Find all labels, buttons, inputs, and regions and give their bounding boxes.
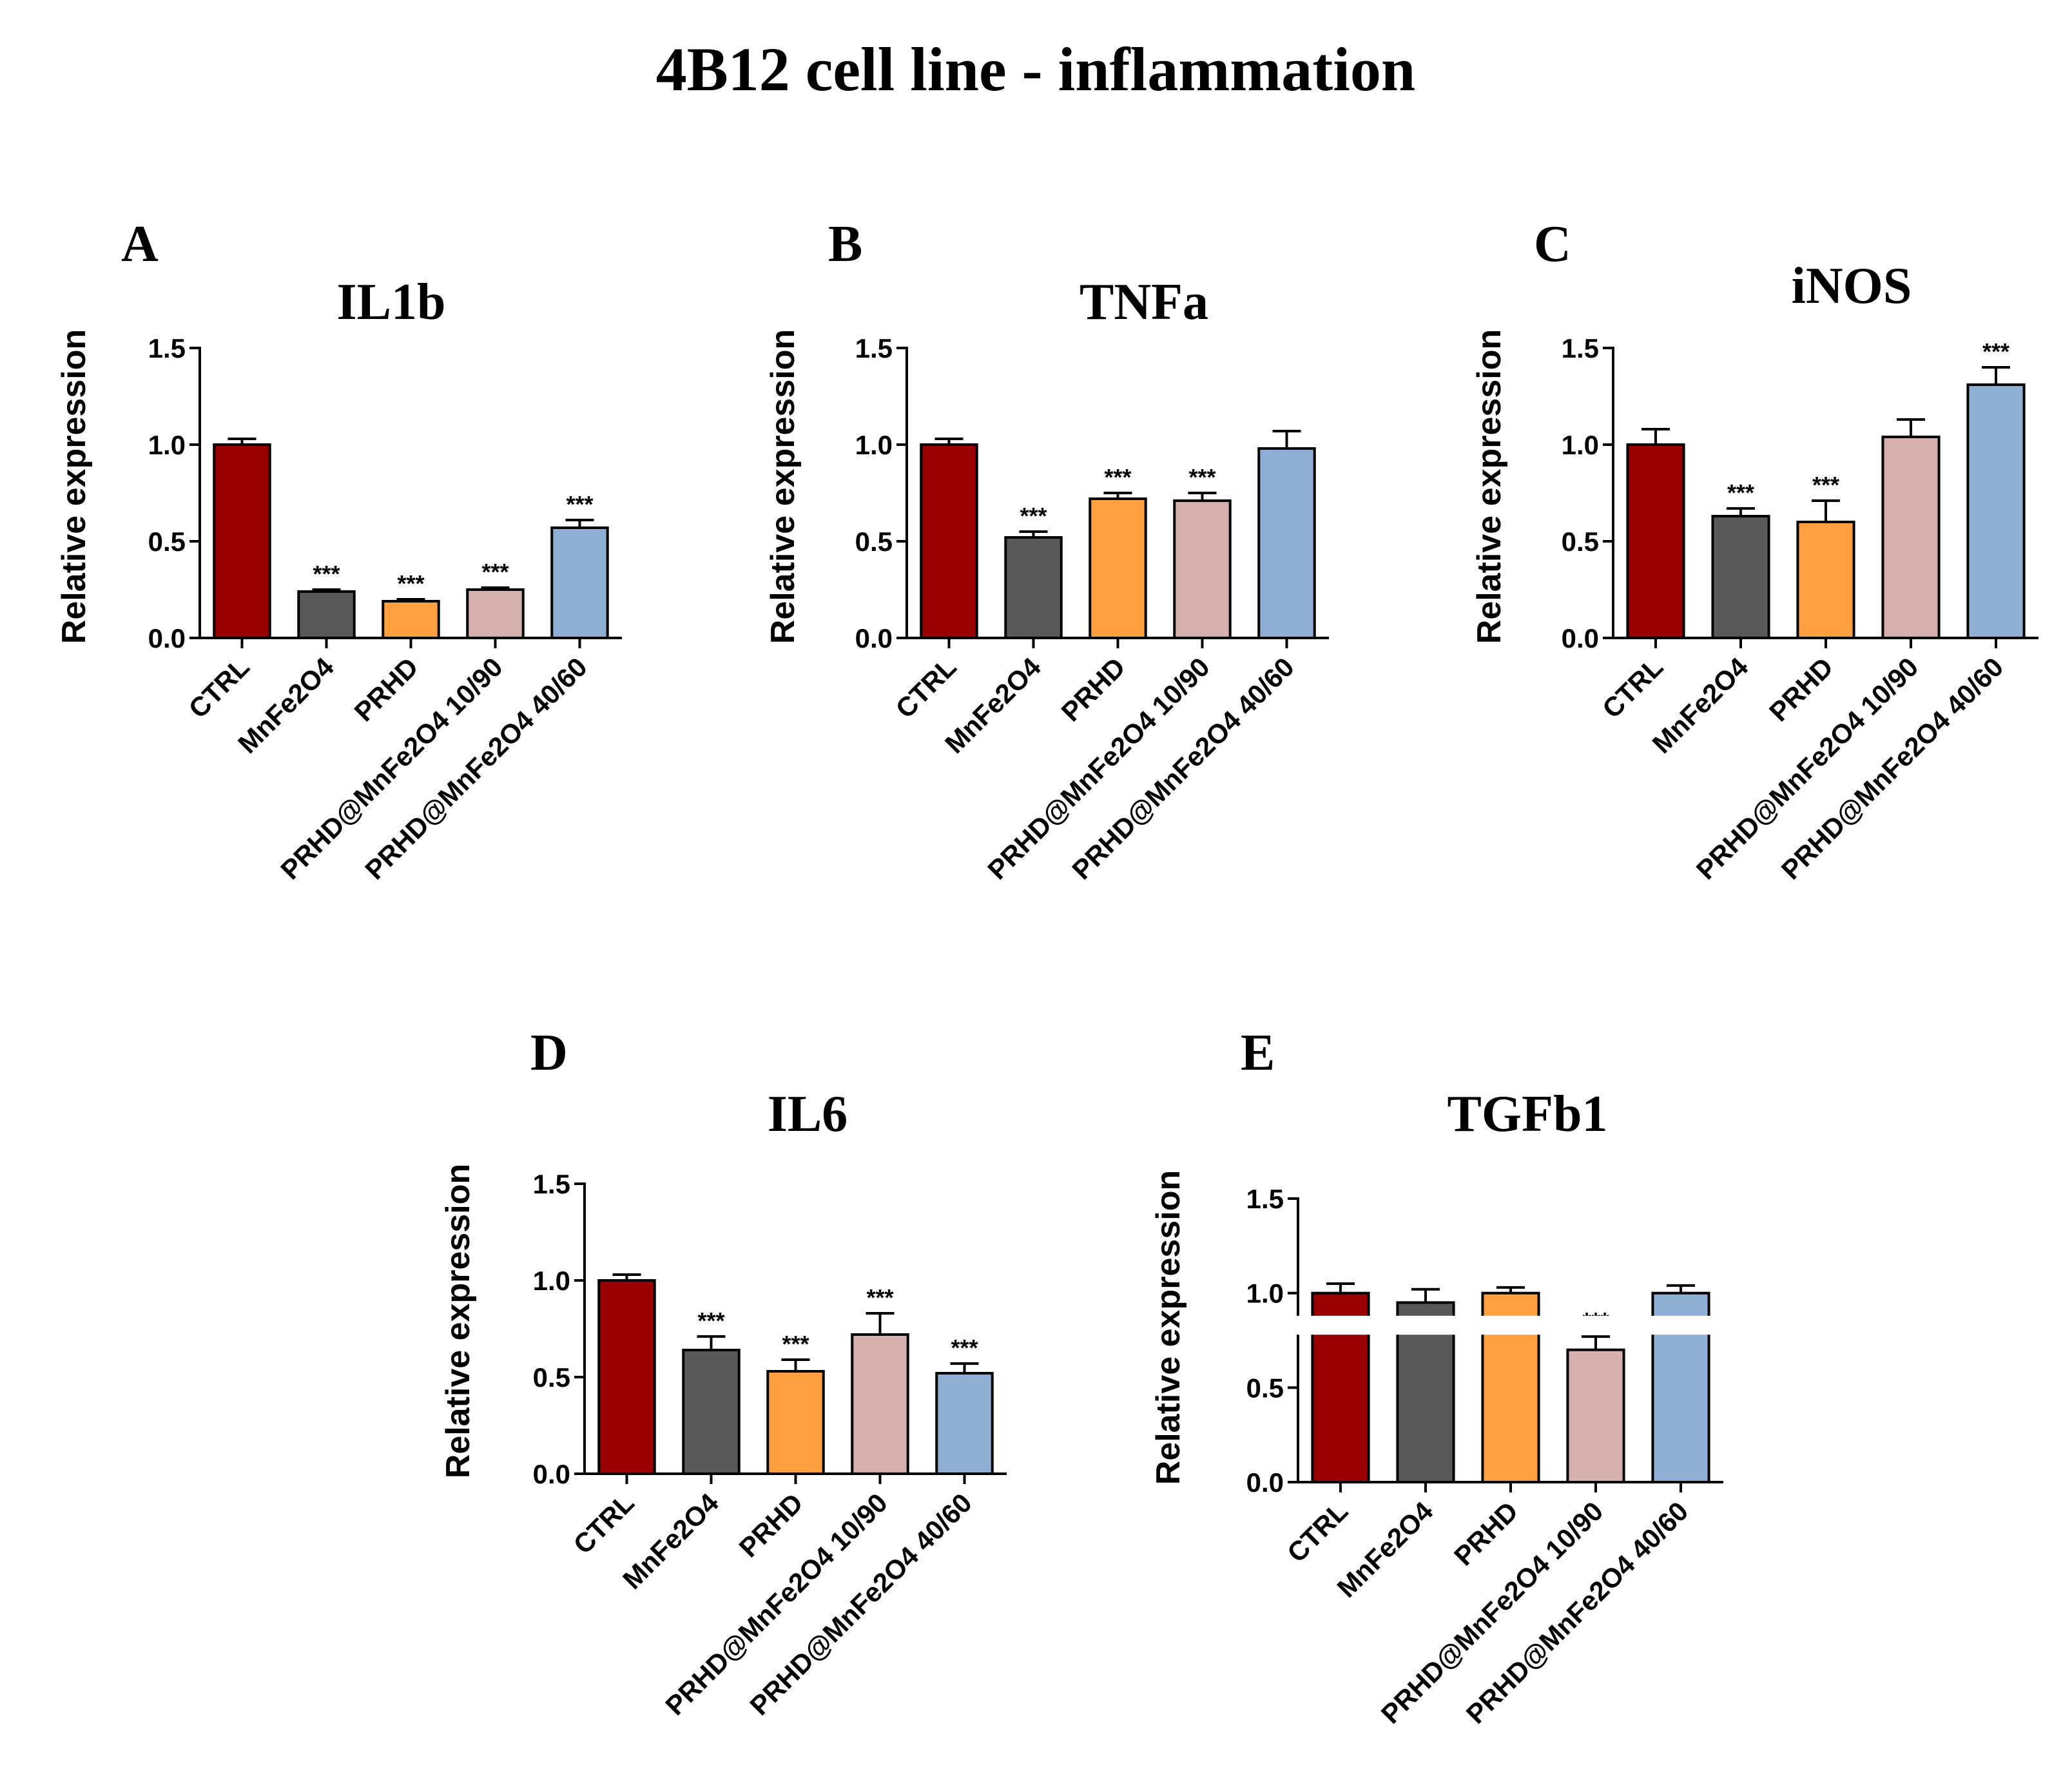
x-tick-label: PRHD bbox=[348, 651, 423, 727]
panel-letter: B bbox=[828, 216, 862, 273]
bar bbox=[382, 600, 440, 639]
bar bbox=[682, 1349, 741, 1475]
bar bbox=[466, 588, 525, 639]
bar bbox=[1004, 536, 1063, 639]
significance-label: *** bbox=[313, 561, 340, 587]
significance-label: *** bbox=[866, 1284, 893, 1311]
chart-title: TNFa bbox=[1080, 274, 1208, 331]
panel-letter: E bbox=[1241, 1025, 1275, 1081]
significance-label: *** bbox=[697, 1307, 724, 1334]
panel-letter: D bbox=[530, 1025, 568, 1081]
y-axis-label: Relative expression bbox=[55, 329, 93, 644]
bar bbox=[851, 1333, 909, 1475]
y-axis-label: Relative expression bbox=[1471, 329, 1508, 644]
y-axis-label: Relative expression bbox=[1150, 1170, 1187, 1485]
chart-title: IL6 bbox=[768, 1086, 848, 1143]
y-tick-label: 1.5 bbox=[855, 333, 893, 363]
bar bbox=[550, 526, 609, 639]
y-tick-label: 1.0 bbox=[1246, 1278, 1284, 1309]
y-tick-label: 0.5 bbox=[855, 526, 893, 557]
bar bbox=[1566, 1348, 1625, 1484]
significance-label: *** bbox=[951, 1335, 978, 1361]
significance-label: *** bbox=[397, 570, 424, 597]
bar bbox=[1089, 497, 1147, 639]
chart-panel-e: E TGFb1 Relative expression 0.0 0.5 1.0 1.5 CTR… bbox=[1150, 1025, 1727, 1730]
axis-break bbox=[1289, 1315, 1727, 1335]
y-axis-label: Relative expression bbox=[764, 329, 802, 644]
y-tick-label: 0.5 bbox=[533, 1362, 570, 1393]
x-tick-label: CTRL bbox=[1281, 1496, 1353, 1568]
y-tick-label: 0.0 bbox=[855, 623, 893, 653]
bar bbox=[766, 1370, 825, 1475]
y-tick-label: 1.5 bbox=[533, 1169, 570, 1199]
bar bbox=[920, 443, 978, 639]
x-tick-label: CTRL bbox=[567, 1487, 639, 1559]
chart-title: TGFb1 bbox=[1447, 1086, 1608, 1143]
significance-label: *** bbox=[566, 491, 593, 517]
y-tick-label: 0.0 bbox=[533, 1459, 570, 1489]
x-tick-label: PRHD bbox=[1763, 651, 1839, 727]
significance-label: *** bbox=[1104, 464, 1131, 490]
bar bbox=[1881, 436, 1941, 639]
bar bbox=[297, 590, 356, 639]
y-tick-label: 1.5 bbox=[1562, 333, 1599, 363]
y-tick-label: 1.0 bbox=[148, 430, 186, 460]
y-tick-label: 1.0 bbox=[533, 1266, 570, 1296]
bar bbox=[1966, 383, 2026, 639]
y-tick-label: 0.5 bbox=[1246, 1373, 1284, 1403]
bar bbox=[1626, 443, 1685, 639]
panel-letter: C bbox=[1534, 216, 1571, 273]
y-tick-label: 1.0 bbox=[855, 430, 893, 460]
y-tick-label: 0.0 bbox=[1562, 623, 1599, 653]
chart-title: IL1b bbox=[337, 274, 446, 331]
y-tick-label: 1.5 bbox=[148, 333, 186, 363]
x-tick-label: PRHD bbox=[733, 1487, 808, 1563]
chart-panel-b: B TNFa Relative expression 0.0 0.5 1.0 1.5 CTRL… bbox=[764, 216, 1329, 885]
significance-label: *** bbox=[1727, 479, 1754, 506]
chart-title: iNOS bbox=[1792, 258, 1912, 314]
bar bbox=[1173, 499, 1232, 639]
x-tick-label: PRHD bbox=[1448, 1496, 1524, 1571]
x-tick-label: CTRL bbox=[182, 651, 255, 724]
x-tick-label: PRHD bbox=[1055, 651, 1130, 727]
y-tick-label: 0.0 bbox=[148, 623, 186, 653]
bar bbox=[1711, 515, 1770, 639]
figure-title: 4B12 cell line - inflammation bbox=[656, 35, 1416, 104]
significance-label: *** bbox=[1812, 472, 1839, 498]
significance-label: *** bbox=[481, 559, 508, 585]
bar bbox=[1257, 447, 1316, 639]
y-axis-label: Relative expression bbox=[440, 1164, 477, 1478]
bar bbox=[597, 1279, 656, 1475]
y-tick-label: 1.5 bbox=[1246, 1184, 1284, 1214]
bar bbox=[935, 1372, 994, 1475]
x-tick-label: CTRL bbox=[1596, 651, 1669, 724]
bar bbox=[1796, 521, 1855, 639]
significance-label: *** bbox=[1020, 503, 1047, 529]
significance-label: *** bbox=[782, 1331, 809, 1357]
chart-panel-a: A IL1b Relative expression 0.0 0.5 1.0 1.5 CTRL… bbox=[55, 216, 622, 885]
bar bbox=[213, 443, 271, 639]
y-tick-label: 0.0 bbox=[1246, 1467, 1284, 1498]
y-tick-label: 1.0 bbox=[1562, 430, 1599, 460]
y-tick-label: 0.5 bbox=[148, 526, 186, 557]
significance-label: *** bbox=[1982, 338, 2009, 365]
y-tick-label: 0.5 bbox=[1562, 526, 1599, 557]
significance-label: *** bbox=[1188, 464, 1215, 490]
panels: A IL1b Relative expression 0.0 0.5 1.0 1.5 CTRL… bbox=[55, 216, 2038, 1730]
x-tick-label: CTRL bbox=[889, 651, 962, 724]
panel-letter: A bbox=[121, 216, 159, 273]
